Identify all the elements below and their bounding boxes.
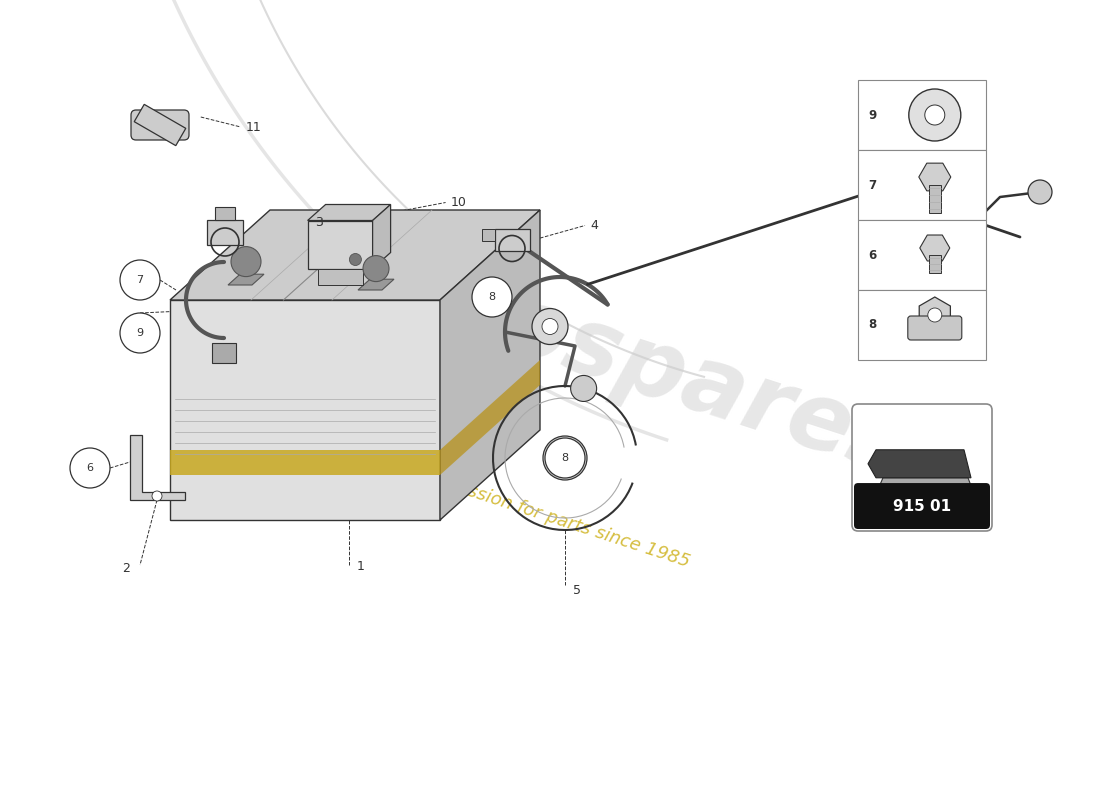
Polygon shape [876, 478, 974, 494]
Text: 9: 9 [136, 328, 144, 338]
Polygon shape [170, 450, 440, 475]
Text: 8: 8 [868, 318, 877, 331]
Text: 7: 7 [136, 275, 144, 285]
Text: 2: 2 [122, 562, 130, 574]
Text: 3: 3 [315, 217, 323, 230]
Circle shape [472, 277, 512, 317]
Circle shape [542, 318, 558, 334]
Polygon shape [212, 343, 236, 363]
Polygon shape [373, 205, 390, 269]
Polygon shape [918, 163, 950, 191]
Polygon shape [318, 269, 363, 285]
FancyBboxPatch shape [928, 185, 940, 213]
Polygon shape [214, 207, 235, 220]
Text: 8: 8 [561, 453, 569, 463]
Polygon shape [130, 435, 185, 500]
Polygon shape [170, 300, 440, 520]
Circle shape [532, 309, 568, 345]
Text: 9: 9 [868, 109, 877, 122]
FancyBboxPatch shape [852, 404, 992, 531]
Polygon shape [358, 279, 394, 290]
Text: 6: 6 [868, 249, 877, 262]
Text: 8: 8 [488, 292, 496, 302]
Polygon shape [868, 450, 971, 478]
FancyBboxPatch shape [854, 483, 990, 529]
Circle shape [231, 246, 261, 277]
FancyBboxPatch shape [131, 110, 189, 140]
Polygon shape [207, 220, 243, 245]
Text: 7: 7 [868, 178, 876, 191]
Circle shape [1028, 180, 1052, 204]
FancyBboxPatch shape [928, 255, 940, 273]
Text: 5: 5 [573, 583, 581, 597]
Text: 11: 11 [245, 121, 262, 134]
Polygon shape [440, 360, 540, 475]
Circle shape [152, 491, 162, 501]
Polygon shape [134, 104, 186, 146]
Text: 1: 1 [356, 561, 364, 574]
Polygon shape [440, 210, 540, 520]
Circle shape [571, 375, 596, 402]
Polygon shape [495, 229, 530, 250]
Polygon shape [170, 210, 540, 300]
Polygon shape [228, 274, 264, 285]
Circle shape [120, 313, 160, 353]
Polygon shape [920, 297, 950, 333]
FancyBboxPatch shape [858, 290, 986, 360]
Circle shape [120, 260, 160, 300]
Polygon shape [308, 205, 390, 221]
Polygon shape [920, 235, 949, 261]
Polygon shape [308, 221, 373, 269]
Text: eurospares: eurospares [321, 224, 918, 496]
FancyBboxPatch shape [858, 220, 986, 290]
FancyBboxPatch shape [858, 80, 986, 150]
Circle shape [363, 256, 389, 282]
FancyBboxPatch shape [858, 150, 986, 220]
Circle shape [925, 105, 945, 125]
Circle shape [544, 438, 585, 478]
Text: 915 01: 915 01 [893, 498, 952, 514]
Circle shape [927, 308, 942, 322]
Circle shape [70, 448, 110, 488]
Polygon shape [482, 229, 495, 241]
Text: 10: 10 [451, 196, 466, 209]
Text: 6: 6 [87, 463, 94, 473]
Text: 4: 4 [590, 219, 598, 232]
FancyBboxPatch shape [908, 316, 961, 340]
Circle shape [350, 254, 362, 266]
Circle shape [909, 89, 960, 141]
Circle shape [343, 247, 367, 271]
Circle shape [543, 436, 587, 480]
Circle shape [556, 448, 575, 468]
Text: a passion for parts since 1985: a passion for parts since 1985 [428, 470, 692, 570]
